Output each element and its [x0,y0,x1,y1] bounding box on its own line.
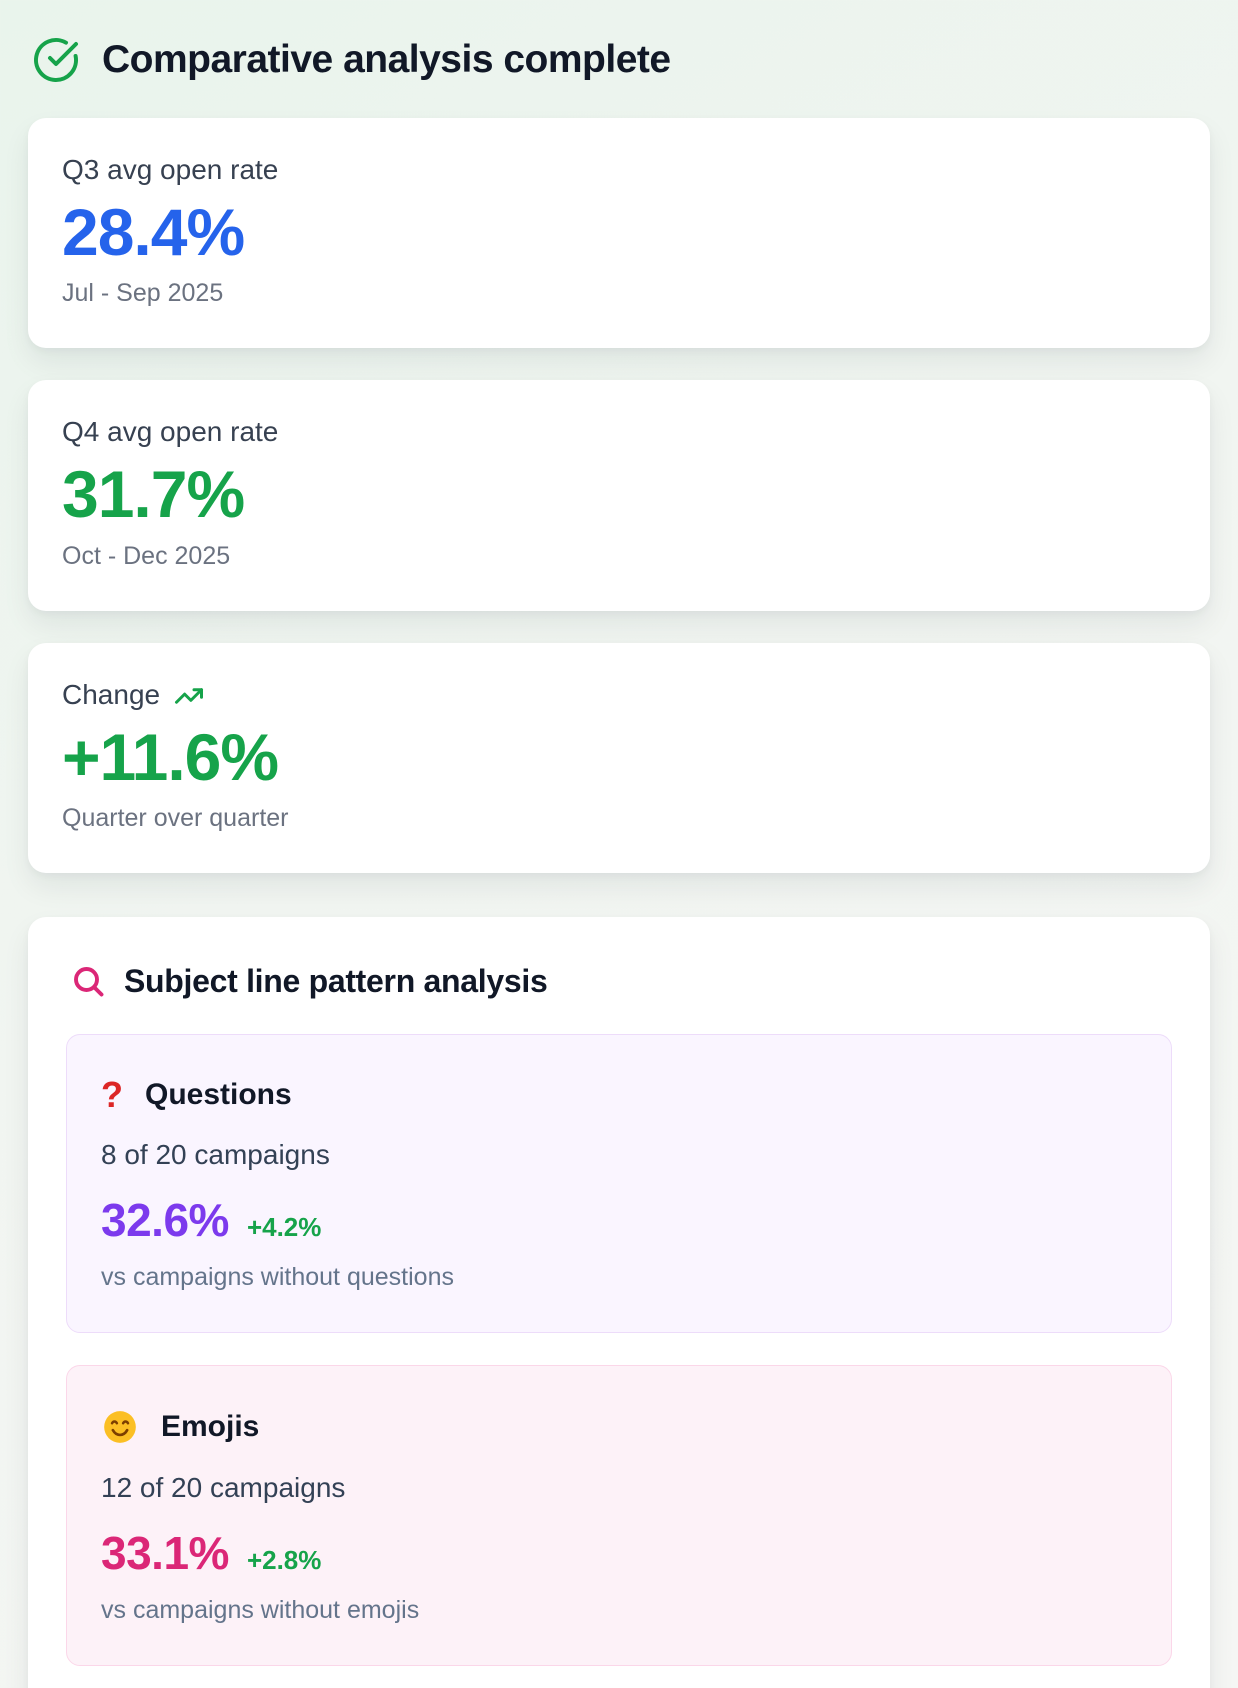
pattern-delta: +4.2% [246,1211,322,1242]
stat-value: 31.7% [62,457,245,532]
stat-subtext: Jul - Sep 2025 [62,279,224,308]
pattern-name: Emojis [161,1409,260,1443]
stat-subtext: Oct - Dec 2025 [62,541,231,570]
pattern-head: ? Questions [101,1073,1137,1115]
pattern-card-questions: ? Questions 8 of 20 campaigns 32.6% +4.2… [66,1033,1172,1333]
pattern-card-emojis: Emojis 12 of 20 campaigns 33.1% +2.8% vs… [66,1364,1172,1666]
stat-value: 28.4% [62,195,245,269]
stat-label: Q3 avg open rate [62,154,279,185]
pattern-note: vs campaigns without questions [101,1262,454,1291]
stat-card-change: Change +11.6% Quarter over quarter [28,642,1210,873]
pattern-rate-row: 33.1% +2.8% [101,1526,1137,1580]
pattern-delta: +2.8% [246,1544,322,1575]
stat-subtext: Quarter over quarter [62,803,289,832]
pattern-rate: 32.6% [101,1193,229,1246]
stat-card-q4: Q4 avg open rate 31.7% Oct - Dec 2025 [28,380,1210,611]
page-title: Comparative analysis complete [102,38,671,81]
analysis-header: Subject line pattern analysis [70,963,1172,1000]
search-icon [70,963,106,999]
pattern-count: 12 of 20 campaigns [101,1471,346,1503]
stat-label: Change [62,679,1176,711]
stat-label: Q4 avg open rate [62,416,279,448]
pattern-head: Emojis [101,1408,1137,1446]
check-circle-icon [32,36,80,84]
pattern-rate-row: 32.6% +4.2% [101,1193,1137,1247]
stat-label-text: Change [62,678,161,710]
pattern-note: vs campaigns without emojis [101,1595,420,1624]
stat-value: +11.6% [62,719,279,794]
subject-line-analysis-card: Subject line pattern analysis ? Question… [28,916,1210,1688]
trending-up-icon [174,679,204,711]
page-header: Comparative analysis complete [32,36,1210,84]
stat-card-q3: Q3 avg open rate 28.4% Jul - Sep 2025 [28,118,1210,349]
red-question-mark-icon: ? [101,1073,123,1115]
analysis-title: Subject line pattern analysis [124,962,548,999]
smiling-face-icon [101,1408,139,1446]
pattern-rate: 33.1% [101,1526,229,1579]
pattern-name: Questions [145,1077,292,1111]
pattern-count: 8 of 20 campaigns [101,1138,330,1170]
